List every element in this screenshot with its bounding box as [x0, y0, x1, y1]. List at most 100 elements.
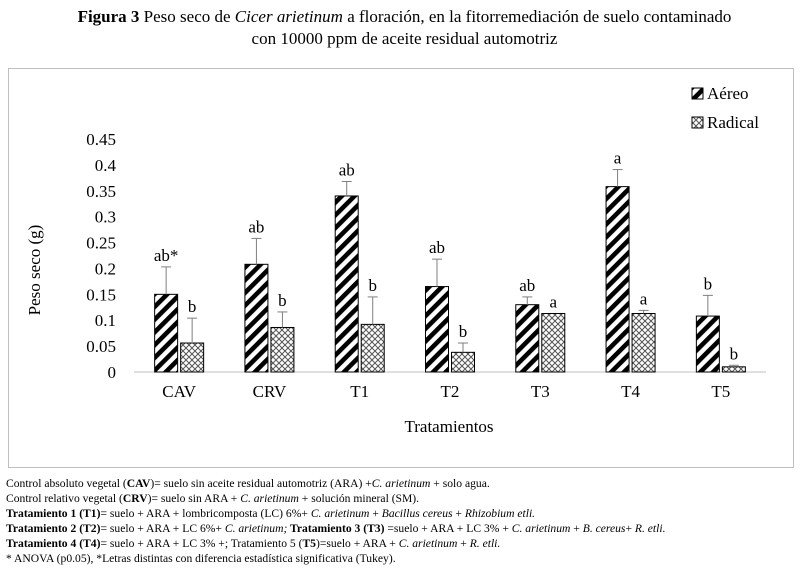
chart-frame: [8, 68, 794, 468]
note-text: Control relativo vegetal (: [6, 492, 123, 505]
x-tick-label: T4: [621, 382, 640, 401]
note-abbrev-t1: Tratamiento 1 (T1): [6, 507, 101, 520]
note-text: +: [570, 522, 583, 535]
note-text: )= suelo sin ARA +: [147, 492, 241, 505]
note-species: C. arietinum: [371, 477, 431, 490]
figure-title: Figura 3 Peso seco de Cicer arietinum a …: [0, 6, 809, 50]
significance-letter: b: [459, 322, 468, 341]
y-tick-label: 0.25: [86, 234, 116, 253]
note-text: = suelo + ARA + lombricomposta (LC) 6%+: [100, 507, 311, 520]
y-tick-label: 0.45: [86, 130, 116, 149]
note-abbrev-t5: T5: [302, 537, 316, 550]
note-species: C. arietinum: [240, 492, 299, 505]
note-text: )= suelo sin aceite residual automotriz …: [150, 477, 372, 490]
note-text: +: [452, 507, 465, 520]
title-text-b: a floración, en la fitorremediación de s…: [342, 7, 732, 26]
y-tick-label: 0: [108, 363, 117, 382]
note-species: Rhizobium etli.: [464, 507, 536, 520]
bar-aereo: [425, 286, 449, 373]
x-tick-label: T2: [441, 382, 460, 401]
y-tick-label: 0.3: [95, 208, 116, 227]
note-abbrev-t4: Tratamiento 4 (T4): [6, 537, 101, 550]
note-species: C. arietinum: [511, 522, 571, 535]
note-species: R. etli.: [634, 522, 666, 535]
title-text-a: Peso seco de: [139, 7, 235, 26]
note-species: C. arietinum: [398, 537, 458, 550]
x-tick-label: T3: [531, 382, 550, 401]
significance-letter: b: [730, 344, 739, 363]
significance-letter: a: [550, 292, 558, 311]
significance-letter: ab: [339, 160, 355, 179]
note-text: = suelo + ARA + LC 3% +; Tratamiento 5 (: [100, 537, 303, 550]
figure-label: Figura 3: [77, 7, 140, 26]
note-line-4: Tratamiento 2 (T2)= suelo + ARA + LC 6%+…: [6, 521, 806, 536]
legend-label-aereo: Aéreo: [707, 84, 749, 103]
y-tick-label: 0.35: [86, 182, 116, 201]
significance-letter: ab*: [154, 246, 179, 265]
note-text: +: [457, 537, 470, 550]
significance-letter: ab: [248, 217, 264, 236]
note-line-3: Tratamiento 1 (T1)= suelo + ARA + lombri…: [6, 506, 806, 521]
note-text: +: [625, 522, 635, 535]
bar-radical: [360, 323, 385, 373]
note-abbrev-crv: CRV: [122, 492, 148, 505]
y-axis-title: Peso seco (g): [25, 225, 44, 316]
x-tick-label: T5: [711, 382, 730, 401]
note-line-2: Control relativo vegetal (CRV)= suelo si…: [6, 491, 806, 506]
note-species: C. arietinum;: [224, 522, 288, 535]
bar-radical: [541, 312, 566, 373]
note-abbrev-cav: CAV: [126, 477, 151, 490]
note-line-6: * ANOVA (p⁠0.05), *Letras distintas con …: [6, 552, 396, 565]
bar-aereo: [695, 315, 720, 373]
bar-aereo: [244, 263, 269, 373]
legend-swatch-aereo: [691, 87, 704, 100]
y-tick-label: 0.4: [95, 156, 117, 175]
note-text: + solo agua.: [430, 477, 490, 490]
note-text: Control absoluto vegetal (: [6, 477, 127, 490]
bar-aereo: [154, 293, 179, 373]
significance-letter: ab: [519, 276, 535, 295]
note-text: )=suelo + ARA +: [315, 537, 399, 550]
y-tick-label: 0.15: [86, 285, 116, 304]
bar-aereo: [515, 304, 540, 373]
significance-letter: b: [704, 274, 713, 293]
note-text: + solución mineral (SM).: [298, 492, 420, 505]
note-abbrev-t3: Tratamiento 3 (T3): [287, 522, 385, 535]
x-tick-label: T1: [350, 382, 369, 401]
note-line-5: Tratamiento 4 (T4)= suelo + ARA + LC 3% …: [6, 536, 806, 551]
figure-notes: Control absoluto vegetal (CAV)= suelo si…: [6, 476, 806, 566]
y-tick-label: 0.2: [95, 259, 116, 278]
note-species: R. etli.: [469, 537, 501, 550]
note-species: Bacillus cereus: [381, 507, 453, 520]
bar-radical: [721, 366, 746, 373]
note-species: B. cereus: [582, 522, 626, 535]
bar-radical: [451, 351, 475, 373]
significance-letter: b: [188, 297, 197, 316]
title-species: Cicer arietinum: [234, 7, 343, 26]
significance-letter: ab: [429, 238, 445, 257]
bar-radical: [631, 312, 656, 373]
bar-aereo: [605, 186, 630, 373]
legend-label-radical: Radical: [707, 113, 759, 132]
x-axis-title: Tratamientos: [404, 417, 493, 436]
bar-radical: [180, 342, 205, 373]
legend: Aéreo Radical: [691, 84, 759, 132]
note-line-1: Control absoluto vegetal (CAV)= suelo si…: [6, 476, 806, 491]
axes-layer: 0 0.05 0.1 0.15 0.2 0.25 0.3 0.35 0.4 0.45 CAV CRV T…: [86, 130, 766, 401]
x-tick-label: CRV: [253, 382, 287, 401]
figure-title-line2: con 10000 ppm de aceite residual automot…: [251, 29, 558, 48]
significance-letter: a: [640, 289, 648, 308]
legend-swatch-radical: [691, 116, 704, 129]
note-text: = suelo + ARA + LC 6%+: [100, 522, 225, 535]
y-tick-label: 0.1: [95, 311, 116, 330]
y-tick-label: 0.05: [86, 337, 116, 356]
note-text: +: [369, 507, 382, 520]
bar-aereo: [334, 195, 359, 373]
bar-radical: [270, 326, 295, 373]
x-tick-label: CAV: [162, 382, 196, 401]
note-abbrev-t2: Tratamiento 2 (T2): [6, 522, 101, 535]
bars-layer: [154, 169, 746, 373]
significance-letter: b: [278, 291, 287, 310]
